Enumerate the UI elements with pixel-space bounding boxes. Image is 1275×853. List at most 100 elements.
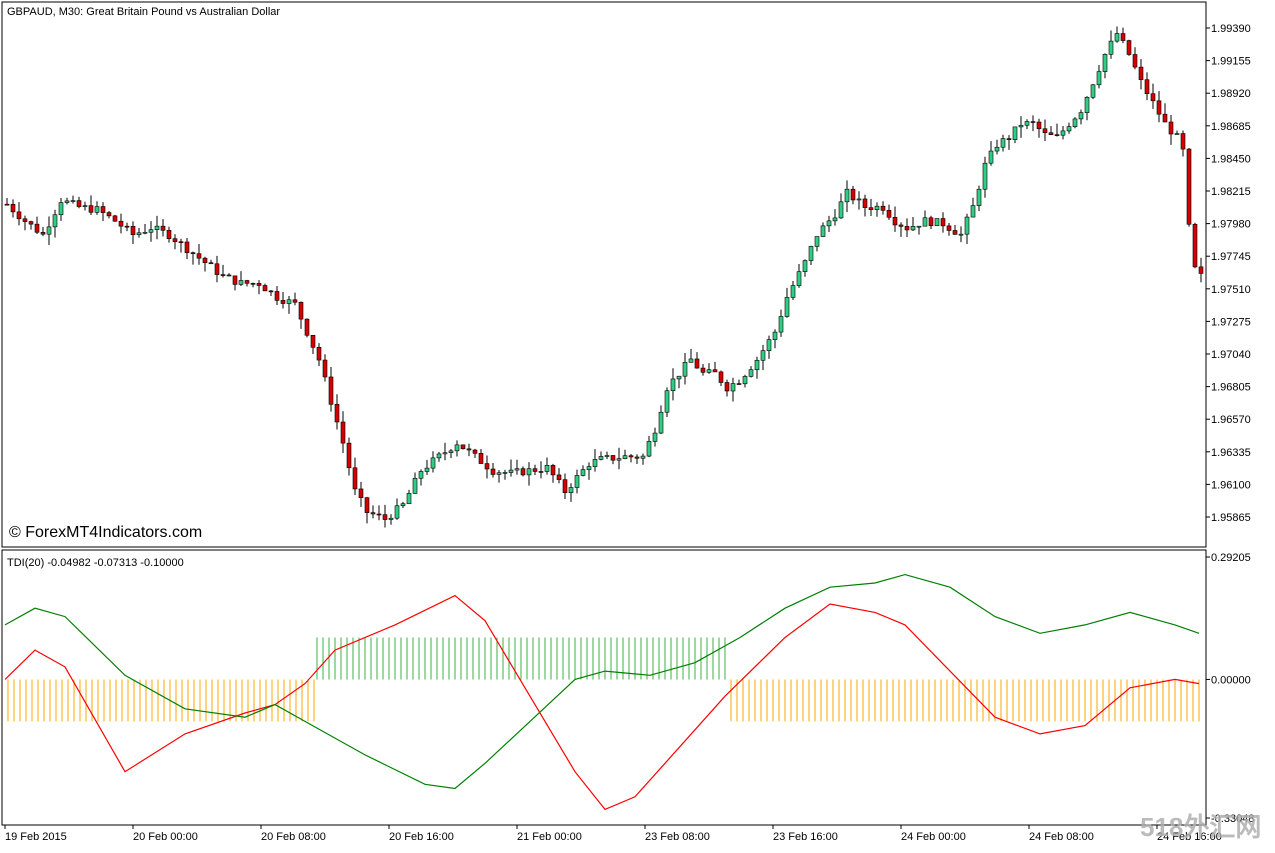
time-tick-label: 20 Feb 08:00 [261, 831, 326, 843]
candle-bull [1072, 118, 1078, 127]
candles-layer [4, 26, 1204, 528]
candle-bear [256, 283, 262, 286]
candle-bear [1030, 121, 1036, 123]
candle-bull [454, 444, 460, 452]
corner-logo: 518外汇网 [1140, 812, 1261, 842]
indicator-tick-label: 0.00000 [1211, 674, 1251, 686]
price-tick-label: 1.97745 [1211, 251, 1251, 263]
candle-bear [634, 456, 640, 459]
candle-bull [136, 232, 142, 236]
candle-bull [412, 477, 418, 494]
time-tick-label: 19 Feb 2015 [5, 831, 67, 843]
candle-bear [364, 497, 370, 513]
candle-bull [964, 216, 970, 235]
candle-bear [1144, 79, 1150, 95]
candle-bear [340, 421, 346, 444]
candle-bull [748, 369, 754, 377]
candle-bear [190, 252, 196, 254]
indicator-tick-label: -0.33048 [1211, 813, 1254, 825]
candle-bear [724, 382, 730, 392]
tdi-lines-layer [4, 573, 1200, 811]
candle-bear [700, 367, 706, 373]
candle-bull [706, 369, 712, 373]
candle-bull [616, 458, 622, 461]
candle-bull [448, 450, 454, 454]
candle-bull [430, 457, 436, 469]
candle-bull [772, 331, 778, 340]
candle-bull [1012, 126, 1018, 140]
candle-bear [16, 211, 22, 220]
candle-bull [742, 376, 748, 385]
candle-bear [736, 383, 742, 385]
candle-bear [328, 376, 334, 405]
candle-bull [142, 231, 148, 234]
tdi-bars-layer [7, 637, 1200, 722]
candle-bear [262, 285, 268, 292]
candle-bear [1042, 128, 1048, 134]
candle-bear [22, 218, 28, 222]
candle-bull [922, 217, 928, 227]
price-axis: 1.99390 1.99155 1.98920 1.98685 1.98450 1.982… [1206, 23, 1251, 524]
candle-bull [730, 383, 736, 392]
candle-bear [1120, 33, 1126, 41]
candle-bull [874, 205, 880, 210]
candle-bull [1174, 133, 1180, 135]
candle-bear [352, 467, 358, 490]
candle-bear [1156, 100, 1162, 115]
candle-bear [460, 444, 466, 450]
candle-bear [472, 449, 478, 454]
price-tick-label: 1.96570 [1211, 414, 1251, 426]
candle-bear [1126, 40, 1132, 55]
candle-bear [346, 442, 352, 469]
time-tick-label: 23 Feb 16:00 [773, 831, 838, 843]
candle-bull [682, 362, 688, 377]
candle-bear [40, 231, 46, 235]
candle-bull [1108, 40, 1114, 55]
candle-bull [154, 225, 160, 230]
candle-bear [274, 291, 280, 301]
candle-bull [238, 280, 244, 285]
candle-bull [784, 297, 790, 317]
candle-bull [826, 220, 832, 227]
time-tick-label: 24 Feb 08:00 [1029, 831, 1094, 843]
price-tick-label: 1.97510 [1211, 284, 1251, 296]
indicator-title: TDI(20) -0.04982 -0.07313 -0.10000 [7, 557, 184, 569]
candle-bear [268, 290, 274, 293]
candle-bear [1186, 148, 1192, 225]
indicator-tick-label: 0.29205 [1211, 552, 1251, 564]
candle-bull [418, 471, 424, 479]
candle-bull [676, 375, 682, 380]
candle-bear [1138, 66, 1144, 80]
candle-bull [1000, 138, 1006, 148]
candle-bull [970, 205, 976, 218]
candle-bull [994, 146, 1000, 152]
candle-bull [844, 188, 850, 203]
candle-bull [424, 467, 430, 472]
candle-bull [526, 468, 532, 476]
candle-bear [88, 205, 94, 213]
candle-bull [832, 217, 838, 222]
price-tick-label: 1.95865 [1211, 512, 1251, 524]
candle-bear [1036, 121, 1042, 130]
candle-bull [760, 350, 766, 361]
candle-bear [298, 301, 304, 320]
candle-bear [178, 241, 184, 243]
candle-bull [64, 200, 70, 203]
candle-bear [562, 479, 568, 494]
candle-bull [808, 246, 814, 261]
candle-bull [502, 472, 508, 474]
candle-bear [904, 226, 910, 231]
candle-bear [946, 225, 952, 231]
candle-bear [160, 225, 166, 231]
candle-bear [202, 257, 208, 263]
time-tick-label: 20 Feb 00:00 [133, 831, 198, 843]
price-tick-label: 1.97980 [1211, 219, 1251, 231]
candle-bull [1102, 53, 1108, 72]
candle-bear [538, 471, 544, 473]
candle-bull [958, 233, 964, 236]
candle-bear [628, 455, 634, 458]
candle-bull [778, 316, 784, 333]
candle-bull [442, 452, 448, 455]
